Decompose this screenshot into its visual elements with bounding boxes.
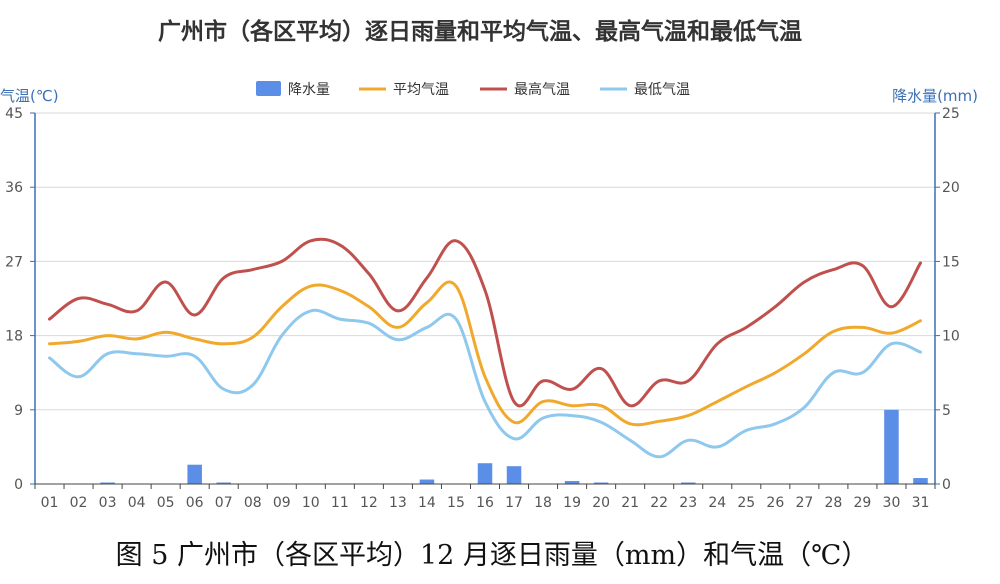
x-tick-label: 28 (824, 495, 842, 511)
x-tick-label: 13 (389, 495, 407, 511)
x-tick-label: 25 (737, 495, 755, 511)
left-tick-label: 45 (5, 106, 23, 122)
left-tick-label: 36 (5, 180, 23, 196)
x-tick-label: 07 (215, 495, 233, 511)
x-tick-label: 31 (912, 495, 930, 511)
x-tick-label: 03 (99, 495, 117, 511)
min-temp-line (48, 308, 922, 459)
right-tick-label: 20 (942, 180, 960, 196)
x-tick-label: 16 (476, 495, 494, 511)
axes (30, 112, 940, 489)
mean-temp-line (48, 280, 922, 427)
x-tick-label: 15 (447, 495, 465, 511)
rain-bar (187, 464, 202, 484)
rain-bars (100, 409, 928, 484)
x-tick-label: 02 (70, 495, 88, 511)
legend-label-mean-temp: 平均气温 (393, 82, 449, 98)
rain-bar (564, 481, 580, 484)
x-tick-label: 22 (650, 495, 668, 511)
x-tick-label: 06 (186, 495, 204, 511)
max-temp-line (48, 237, 922, 408)
rain-bar (100, 482, 115, 484)
x-tick-label: 24 (708, 495, 726, 511)
left-axis-title: 气温(℃) (0, 87, 59, 105)
x-tick-label: 12 (360, 495, 378, 511)
right-tick-label: 15 (942, 254, 960, 270)
x-tick-label: 18 (534, 495, 552, 511)
legend-swatch-rain (256, 81, 281, 96)
left-tick-label: 27 (5, 254, 23, 270)
rain-bar (506, 466, 522, 484)
legend-item-mean-temp[interactable]: 平均气温 (359, 82, 449, 98)
x-tick-label: 26 (766, 495, 784, 511)
x-tick-label: 29 (854, 495, 872, 511)
rain-bar (884, 409, 899, 484)
x-tick-label: 09 (273, 495, 291, 511)
x-tick-label: 08 (244, 495, 262, 511)
right-tick-label: 5 (942, 403, 951, 419)
figure-caption: 图 5 广州市（各区平均）12 月逐日雨量（mm）和气温（℃） (116, 540, 869, 571)
right-tick-label: 25 (942, 106, 960, 122)
rain-bar (913, 478, 928, 484)
rain-bar (477, 463, 493, 484)
right-tick-label: 10 (942, 329, 960, 345)
x-tick-label: 05 (157, 495, 175, 511)
legend-item-min-temp[interactable]: 最低气温 (600, 82, 690, 98)
x-tick-label: 23 (679, 495, 697, 511)
x-tick-label: 17 (505, 495, 523, 511)
x-tick-label: 20 (592, 495, 610, 511)
left-tick-label: 9 (14, 403, 23, 419)
legend-label-min-temp: 最低气温 (634, 82, 690, 98)
x-tick-label: 27 (795, 495, 813, 511)
legend-label-rain: 降水量 (288, 82, 330, 98)
x-tick-label: 30 (883, 495, 901, 511)
x-tick-label: 10 (302, 495, 320, 511)
right-axis-title: 降水量(mm) (892, 87, 978, 105)
chart-title: 广州市（各区平均）逐日雨量和平均气温、最高气温和最低气温 (158, 18, 802, 45)
x-tick-label: 01 (41, 495, 59, 511)
x-tick-label: 14 (418, 495, 436, 511)
left-tick-label: 18 (5, 329, 23, 345)
x-tick-label: 21 (621, 495, 639, 511)
x-tick-label: 04 (128, 495, 146, 511)
gridlines (35, 112, 935, 485)
rain-bar (593, 482, 609, 484)
rain-bar (419, 479, 435, 484)
temperature-lines (48, 237, 922, 459)
rain-bar (680, 482, 696, 484)
rain-bar (216, 482, 231, 484)
left-tick-label: 0 (14, 477, 23, 493)
right-tick-label: 0 (942, 477, 951, 493)
legend-item-max-temp[interactable]: 最高气温 (480, 81, 570, 98)
legend-item-rain[interactable]: 降水量 (256, 81, 330, 98)
legend: 降水量 平均气温 最高气温 最低气温 (256, 81, 690, 98)
x-tick-label: 11 (331, 495, 349, 511)
x-tick-label: 19 (563, 495, 581, 511)
legend-label-max-temp: 最高气温 (514, 81, 570, 98)
